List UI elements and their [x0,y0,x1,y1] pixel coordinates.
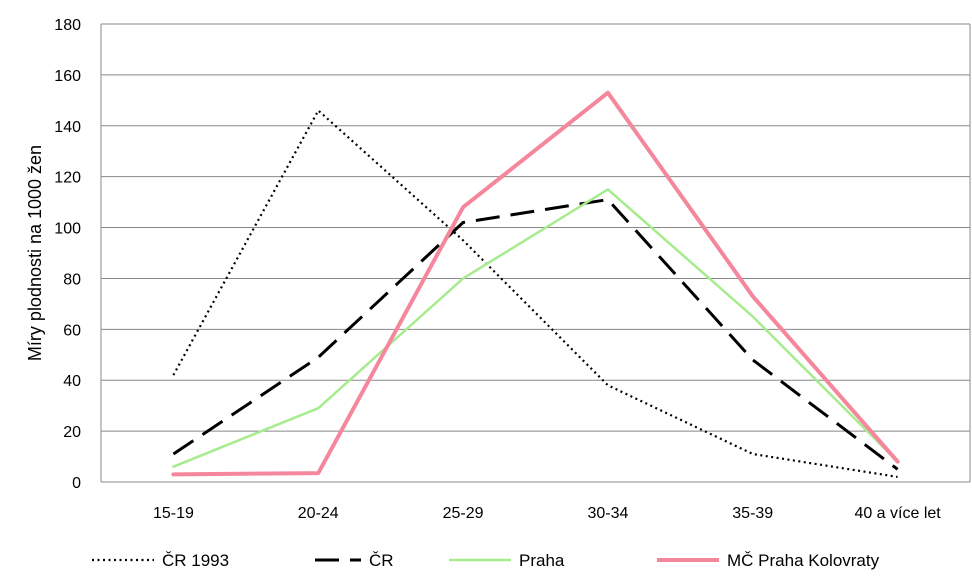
y-tick-label: 160 [54,68,81,85]
legend-label: Praha [519,551,565,570]
y-tick-label: 40 [63,373,81,390]
plot-area-frame [100,24,971,483]
legend-label: ČR 1993 [162,551,229,570]
y-tick-label: 180 [54,17,81,34]
y-tick-label: 60 [63,322,81,339]
series-line-2 [172,188,899,468]
x-tick-label: 20-24 [298,505,339,522]
x-tick-label: 40 a více let [854,505,941,522]
y-tick-label: 0 [72,475,81,492]
y-tick-label: 100 [54,221,81,238]
x-tick-label: 35-39 [732,505,773,522]
y-tick-label: 20 [63,424,81,441]
series-line-3 [171,90,900,477]
y-axis-label: Míry plodnosti na 1000 žen [25,145,45,361]
y-tick-label: 120 [54,170,81,187]
y-tick-label: 140 [54,119,81,136]
legend-label: ČR [369,551,394,570]
gridlines [101,23,970,432]
legend: ČR 1993 ČR Praha MČ Praha Kolovraty [92,551,880,570]
series-lines [171,90,900,478]
legend-label: MČ Praha Kolovraty [727,551,880,570]
x-axis-tick-labels: 15-19 20-24 25-29 30-34 35-39 40 a více let [153,505,941,522]
y-axis-tick-labels: 0 20 40 60 80 100 120 140 160 180 [54,17,81,492]
series-line-0 [172,109,898,478]
x-tick-label: 25-29 [443,505,484,522]
x-tick-label: 15-19 [153,505,194,522]
x-tick-label: 30-34 [587,505,628,522]
y-tick-label: 80 [63,271,81,288]
series-line-1 [172,198,899,471]
